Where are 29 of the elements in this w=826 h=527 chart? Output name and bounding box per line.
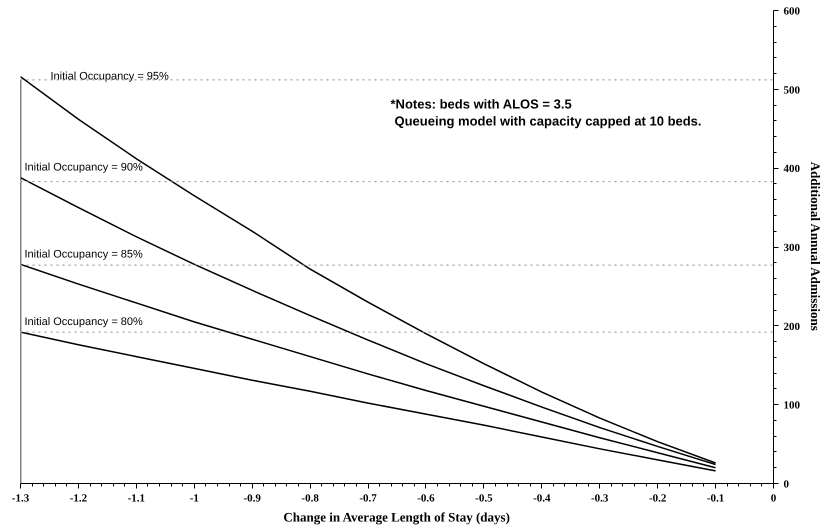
x-tick-label: -0.1 <box>706 492 724 504</box>
x-tick-label: -0.6 <box>417 492 436 504</box>
y-tick-label: 400 <box>784 163 800 176</box>
x-axis-title: Change in Average Length of Stay (days) <box>283 510 510 524</box>
y-tick-label: 100 <box>784 400 800 412</box>
x-tick-label: -1.3 <box>12 492 30 504</box>
annotation: *Notes: beds with ALOS = 3.5 <box>390 96 572 112</box>
x-tick-label: -0.7 <box>359 492 378 504</box>
series-label: Initial Occupancy = 80% <box>24 316 144 328</box>
series-label: Initial Occupancy = 95% <box>50 70 170 83</box>
series-label: Initial Occupancy = 85% <box>24 248 144 260</box>
x-tick-label: -1.2 <box>70 492 88 504</box>
x-tick-label: -0.2 <box>648 492 667 504</box>
y-tick-label: 200 <box>784 320 800 333</box>
x-tick-label: -0.4 <box>533 492 552 504</box>
y-tick-label: 300 <box>784 242 800 254</box>
x-tick-label: -0.9 <box>243 492 262 504</box>
annotation: Queueing model with capacity capped at 10 beds. <box>394 114 702 128</box>
x-tick-label: 0 <box>770 492 777 504</box>
x-tick-label: -1.1 <box>128 492 146 504</box>
x-tick-label: -0.3 <box>591 492 609 504</box>
y-tick-label: 600 <box>784 6 800 18</box>
series-label: Initial Occupancy = 90% <box>24 162 144 174</box>
x-tick-label: -0.5 <box>475 492 494 504</box>
x-tick-label: -1 <box>190 492 199 504</box>
x-tick-label: -0.8 <box>301 492 320 504</box>
y-tick-label: 500 <box>784 84 800 96</box>
y-axis-title: Additional Annual Admissions <box>808 162 823 331</box>
y-tick-label: 0 <box>784 478 790 490</box>
